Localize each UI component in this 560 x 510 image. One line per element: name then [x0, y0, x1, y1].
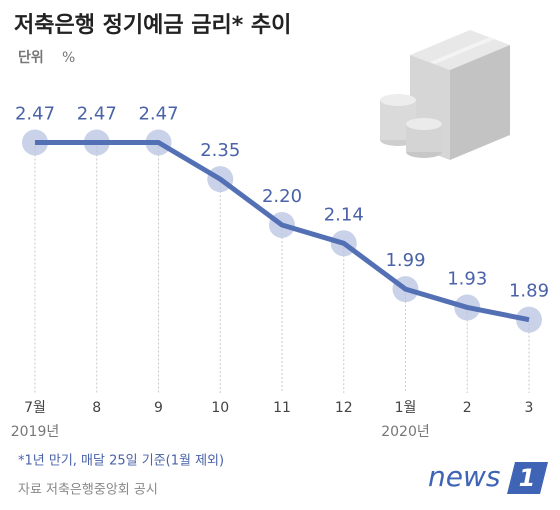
logo-word: news: [428, 460, 500, 493]
value-label: 1.93: [447, 268, 487, 289]
logo-mark: 1: [519, 464, 536, 492]
x-tick-label: 9: [154, 400, 163, 416]
logo-badge: [507, 462, 548, 494]
value-label: 2.14: [324, 204, 364, 225]
footnote: *1년 만기, 매달 25일 기준(1월 제외): [18, 454, 224, 469]
logo: news 1: [428, 460, 548, 494]
value-label: 2.20: [262, 186, 302, 207]
value-label: 2.35: [200, 140, 240, 161]
x-tick-label: 7월: [24, 400, 46, 416]
x-tick-label: 1월: [395, 400, 417, 416]
source: 자료 저축은행중앙회 공시: [18, 482, 158, 498]
year-label: 2020년: [381, 424, 430, 440]
x-tick-label: 12: [335, 400, 353, 416]
value-label: 2.47: [77, 103, 117, 124]
money-illustration: [380, 30, 510, 160]
year-label: 2019년: [11, 424, 60, 440]
x-tick-label: 8: [92, 400, 101, 416]
value-label: 2.47: [138, 103, 178, 124]
value-label: 2.47: [15, 103, 55, 124]
chart-title: 저축은행 정기예금 금리* 추이: [14, 13, 291, 38]
value-label: 1.89: [509, 281, 549, 302]
value-label: 1.99: [385, 250, 425, 271]
x-tick-label: 11: [273, 400, 291, 416]
unit: %: [62, 50, 75, 66]
x-tick-label: 2: [463, 400, 472, 416]
x-tick-label: 10: [211, 400, 229, 416]
x-tick-label: 3: [525, 400, 534, 416]
unit-label: 단위: [18, 49, 44, 66]
line: [35, 139, 530, 323]
